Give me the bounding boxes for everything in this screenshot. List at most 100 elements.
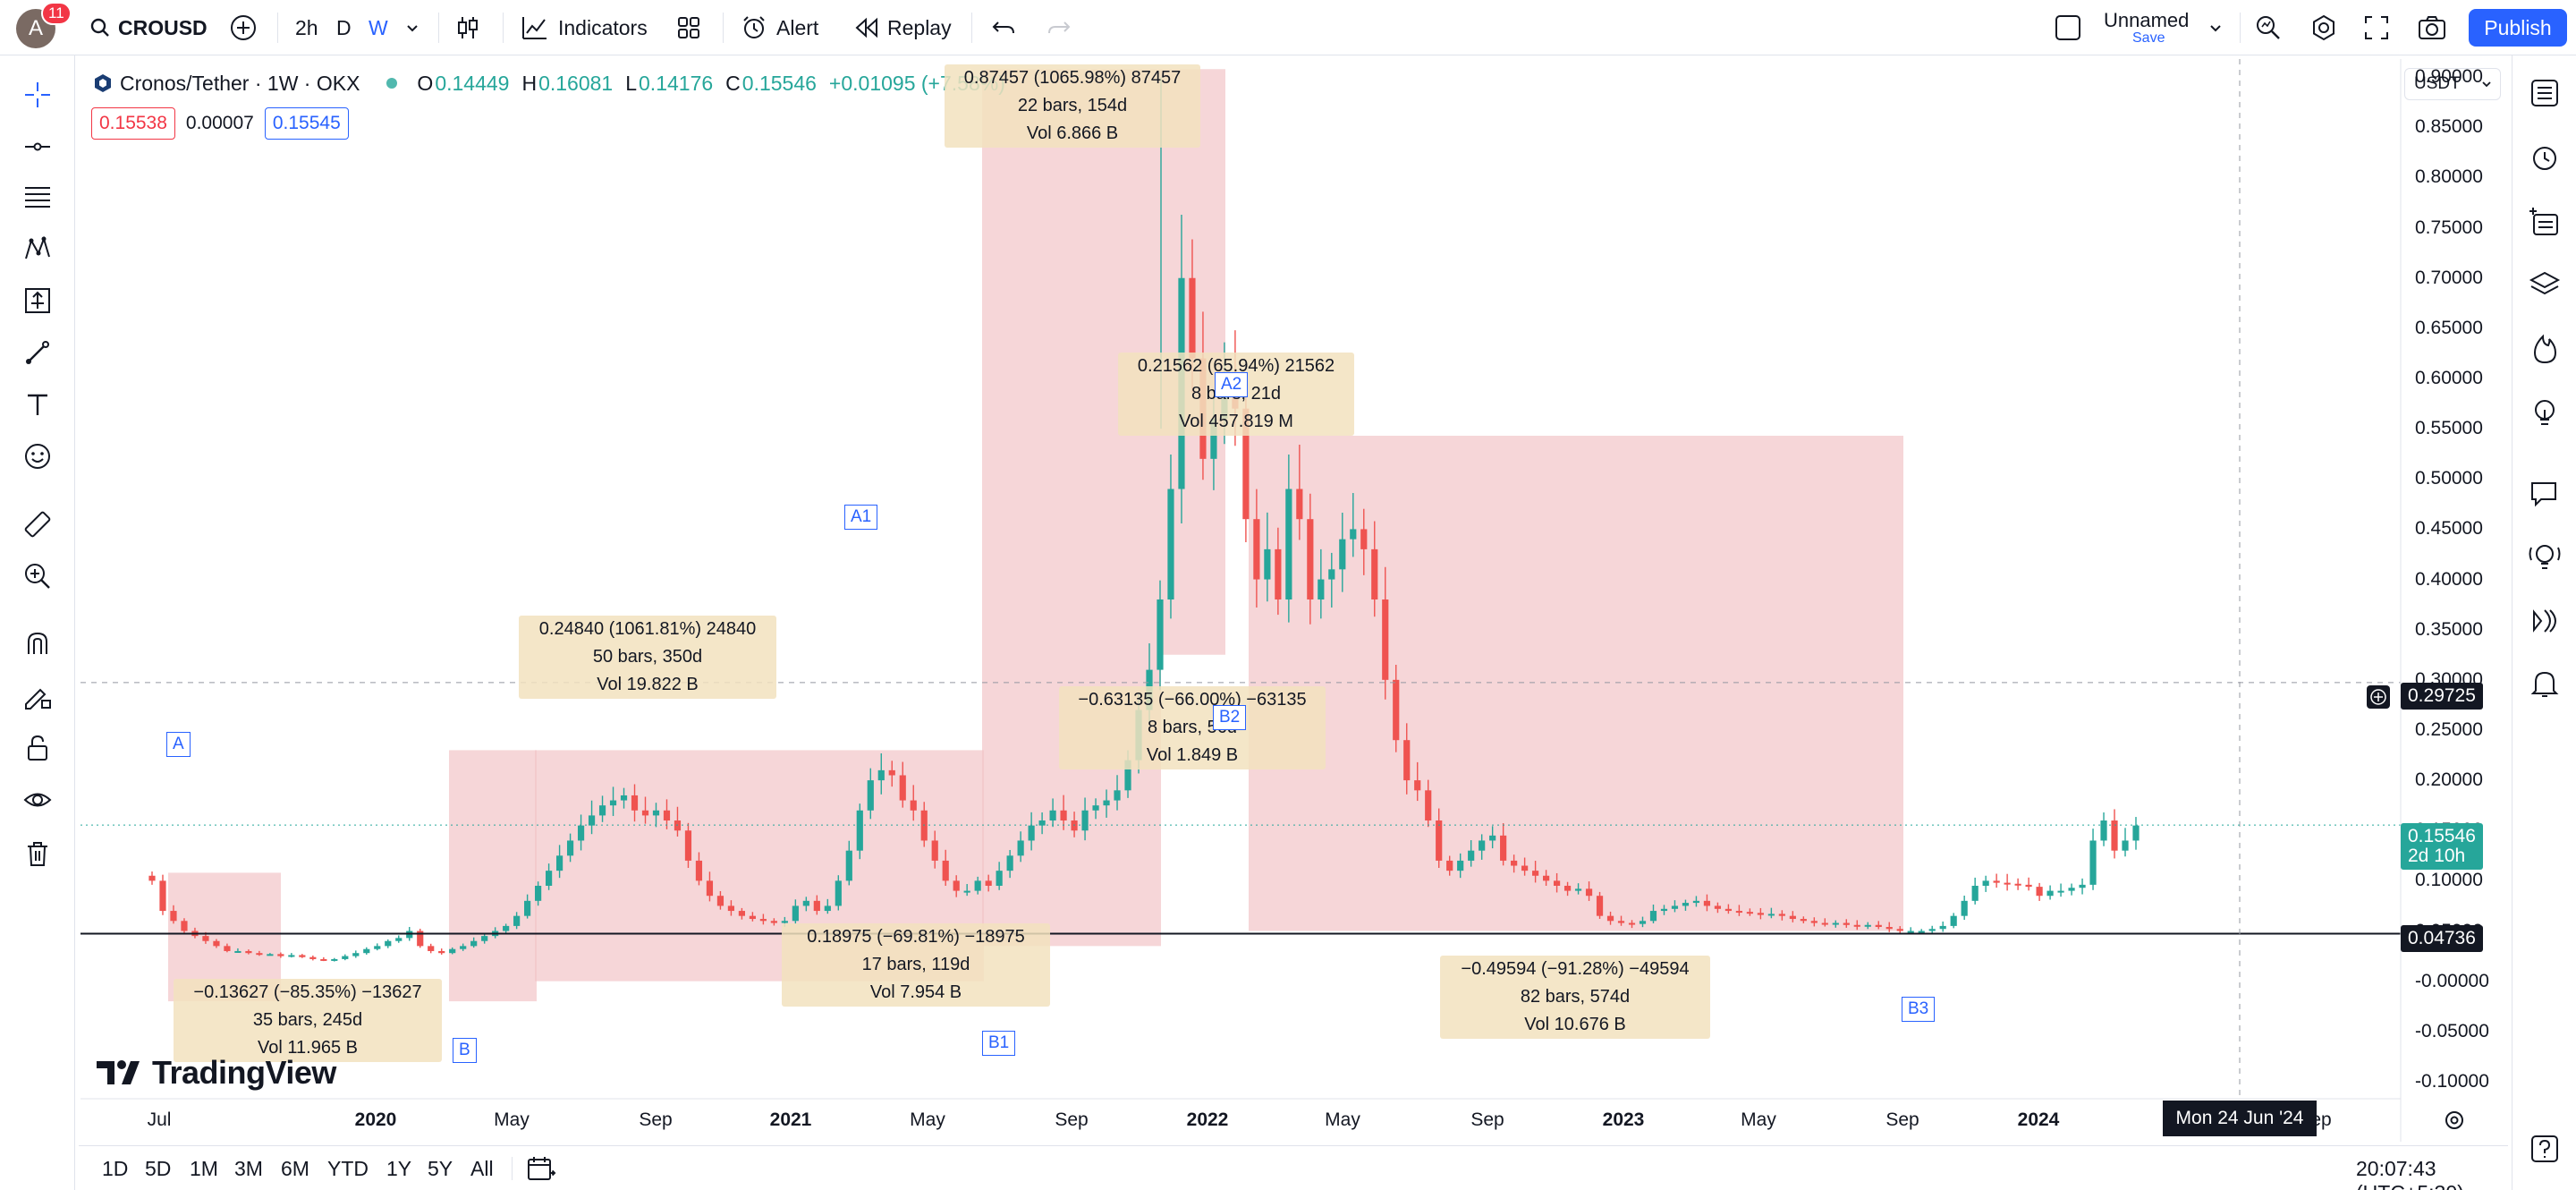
- range-6m[interactable]: 6M: [281, 1157, 309, 1180]
- range-all[interactable]: All: [470, 1157, 494, 1180]
- measure-label[interactable]: 0.24840 (1061.81%) 24840 50 bars, 350d V…: [519, 616, 776, 699]
- layout-checkbox[interactable]: [2054, 0, 2082, 55]
- range-5y[interactable]: 5Y: [428, 1157, 453, 1180]
- measure-label[interactable]: 0.18975 (−69.81%) −18975 17 bars, 119d V…: [782, 923, 1050, 1007]
- point-label-a1[interactable]: A1: [844, 505, 878, 530]
- interval-dropdown[interactable]: [404, 0, 420, 55]
- drawing-mode-tool[interactable]: [20, 678, 55, 714]
- interval-d[interactable]: D: [336, 0, 352, 55]
- range-5d[interactable]: 5D: [145, 1157, 172, 1180]
- snapshot-button[interactable]: [2417, 0, 2447, 55]
- measure-volume: Vol 6.866 B: [1026, 123, 1119, 143]
- calendar-button[interactable]: [2525, 601, 2564, 641]
- candle: [1896, 926, 1903, 934]
- trend-line-tool[interactable]: [20, 129, 55, 165]
- measure-volume: Vol 457.819 M: [1179, 412, 1293, 431]
- add-alert-button[interactable]: [2367, 685, 2390, 709]
- chart-type-button[interactable]: [454, 0, 481, 55]
- candle: [749, 912, 756, 922]
- measure-label[interactable]: −0.49594 (−91.28%) −49594 82 bars, 574d …: [1440, 956, 1710, 1039]
- candle-body: [1746, 912, 1753, 914]
- undo-button[interactable]: [991, 0, 1016, 55]
- candle-body: [1767, 914, 1775, 916]
- range-3m[interactable]: 3M: [234, 1157, 263, 1180]
- object-tree-button[interactable]: [2525, 202, 2564, 242]
- visibility-tool[interactable]: [20, 782, 55, 818]
- currency-selector[interactable]: USDT: [2404, 68, 2501, 100]
- replay-button[interactable]: Replay: [853, 0, 952, 55]
- delete-tool[interactable]: [20, 836, 55, 871]
- quick-search-button[interactable]: [2254, 0, 2283, 55]
- lock-tool[interactable]: [20, 730, 55, 766]
- candle: [1500, 823, 1507, 866]
- measure-volume: Vol 10.676 B: [1524, 1015, 1626, 1034]
- magnet-tool[interactable]: [20, 626, 55, 662]
- publish-button[interactable]: Publish: [2469, 9, 2567, 47]
- symbol-legend[interactable]: Cronos/Tether · 1W · OKX O 0.14449 H 0.160…: [93, 70, 1018, 97]
- goto-date-button[interactable]: [526, 1155, 556, 1186]
- candle: [1692, 896, 1700, 907]
- buy-button[interactable]: 0.15545: [264, 107, 349, 140]
- emoji-tool[interactable]: [20, 438, 55, 474]
- point-label-b2[interactable]: B2: [1213, 705, 1247, 730]
- settings-button[interactable]: [2309, 0, 2338, 55]
- point-label-b1[interactable]: B1: [982, 1031, 1016, 1056]
- range-1d[interactable]: 1D: [102, 1157, 129, 1180]
- candle-body: [1574, 888, 1582, 891]
- redo-button[interactable]: [1046, 0, 1072, 55]
- point-label-b3[interactable]: B3: [1902, 997, 1936, 1022]
- measure-label[interactable]: 0.87457 (1065.98%) 87457 22 bars, 154d V…: [945, 64, 1200, 148]
- fib-tool[interactable]: [20, 179, 55, 215]
- layout-name[interactable]: Unnamed: [2104, 9, 2190, 31]
- candle-body: [1789, 915, 1796, 920]
- range-ytd[interactable]: YTD: [327, 1157, 369, 1180]
- sell-button[interactable]: 0.15538: [91, 107, 175, 140]
- compare-add-button[interactable]: [229, 0, 258, 55]
- candle-body: [888, 769, 895, 776]
- interval-2h[interactable]: 2h: [295, 0, 318, 55]
- candle: [438, 948, 445, 955]
- save-link[interactable]: Save: [2132, 30, 2165, 46]
- zoom-tool[interactable]: [20, 558, 55, 594]
- candle: [288, 953, 295, 958]
- candle-body: [1918, 931, 1925, 933]
- ideas-button[interactable]: [2525, 394, 2564, 433]
- streams-button[interactable]: [2525, 537, 2564, 576]
- ruler-tool[interactable]: [20, 506, 55, 542]
- tradingview-logo[interactable]: TradingView: [97, 1054, 336, 1092]
- layout-dropdown[interactable]: [2207, 0, 2224, 55]
- measure-label[interactable]: −0.13627 (−85.35%) −13627 35 bars, 245d …: [174, 979, 442, 1062]
- notifications-button[interactable]: [2525, 664, 2564, 703]
- range-1m[interactable]: 1M: [190, 1157, 218, 1180]
- candle: [428, 943, 435, 954]
- candle-body: [277, 954, 284, 956]
- time-tick-label: Sep: [1470, 1109, 1504, 1130]
- candle-body: [1843, 922, 1850, 925]
- measure-bars: 22 bars, 154d: [1017, 96, 1128, 115]
- fullscreen-button[interactable]: [2363, 0, 2390, 55]
- interval-w[interactable]: W: [369, 0, 388, 55]
- point-label-b[interactable]: B: [453, 1038, 477, 1063]
- point-label-a[interactable]: A: [166, 732, 191, 757]
- candle-body: [1639, 921, 1647, 924]
- point-label-a2[interactable]: A2: [1215, 372, 1249, 397]
- templates-button[interactable]: [676, 0, 701, 55]
- alerts-button[interactable]: [2525, 138, 2564, 177]
- brush-tool[interactable]: [20, 335, 55, 370]
- range-1y[interactable]: 1Y: [386, 1157, 412, 1180]
- indicators-button[interactable]: Indicators: [521, 0, 648, 55]
- help-button[interactable]: [2525, 1129, 2564, 1169]
- text-tool[interactable]: [20, 387, 55, 422]
- measure-label[interactable]: −0.63135 (−66.00%) −63135 8 bars, 56d Vo…: [1059, 686, 1326, 769]
- watchlist-button[interactable]: [2525, 73, 2564, 113]
- chats-button[interactable]: [2525, 474, 2564, 514]
- crosshair-tool[interactable]: [20, 77, 55, 113]
- pattern-tool[interactable]: [20, 231, 55, 267]
- clock-timezone[interactable]: 20:07:43 (UTC+5:30): [2356, 1157, 2464, 1190]
- hotlist-button[interactable]: [2525, 329, 2564, 369]
- layers-button[interactable]: [2525, 265, 2564, 304]
- alert-button[interactable]: Alert: [741, 0, 818, 55]
- axis-settings-button[interactable]: [2442, 1108, 2467, 1137]
- symbol-search[interactable]: CROUSD: [89, 0, 208, 55]
- projection-tool[interactable]: [20, 283, 55, 319]
